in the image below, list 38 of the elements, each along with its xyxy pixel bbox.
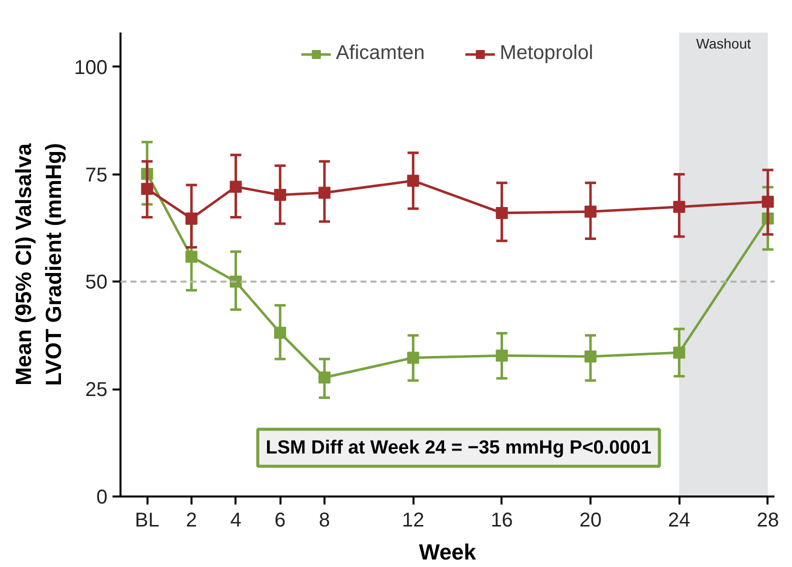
point <box>141 182 154 195</box>
y-tick-label: 25 <box>85 379 108 402</box>
x-tick-label: 20 <box>579 510 602 532</box>
x-axis-title: Week <box>418 540 477 564</box>
point <box>496 350 508 362</box>
point <box>318 186 330 199</box>
y-tick-label: 0 <box>96 486 108 508</box>
x-tick-label: 6 <box>274 510 286 532</box>
point <box>584 350 596 362</box>
point <box>230 180 242 193</box>
x-tick-label: 12 <box>402 510 424 532</box>
point <box>762 196 774 208</box>
point <box>407 174 420 187</box>
y-tick-label: 75 <box>85 164 108 186</box>
legend-label: Metoprolol <box>500 42 594 65</box>
point <box>496 206 508 219</box>
x-tick-label: 2 <box>186 510 198 532</box>
y-tick-label: 50 <box>85 272 108 294</box>
point <box>274 326 286 339</box>
point <box>673 346 686 359</box>
x-tick-label: 24 <box>668 510 690 532</box>
point <box>185 250 198 263</box>
x-tick-label: 16 <box>490 510 513 532</box>
legend-label: Aficamten <box>336 42 425 65</box>
point <box>185 212 198 225</box>
band-label: Washout <box>696 36 751 52</box>
point <box>274 188 286 201</box>
y-tick-label: 100 <box>74 56 108 79</box>
annotation: LSM Diff at Week 24 = −35 mmHg P<0.0001 <box>266 437 652 458</box>
x-tick-label: 28 <box>756 510 779 532</box>
x-tick-label: BL <box>134 510 160 532</box>
x-tick-label: 4 <box>230 510 242 532</box>
x-tick-label: 8 <box>318 510 330 532</box>
point <box>318 371 330 384</box>
point <box>584 206 596 218</box>
y-axis-title: Mean (95% CI) Valsalva LVOT Gradient (mmHg) <box>11 142 66 386</box>
point <box>407 352 420 364</box>
point <box>673 200 686 213</box>
